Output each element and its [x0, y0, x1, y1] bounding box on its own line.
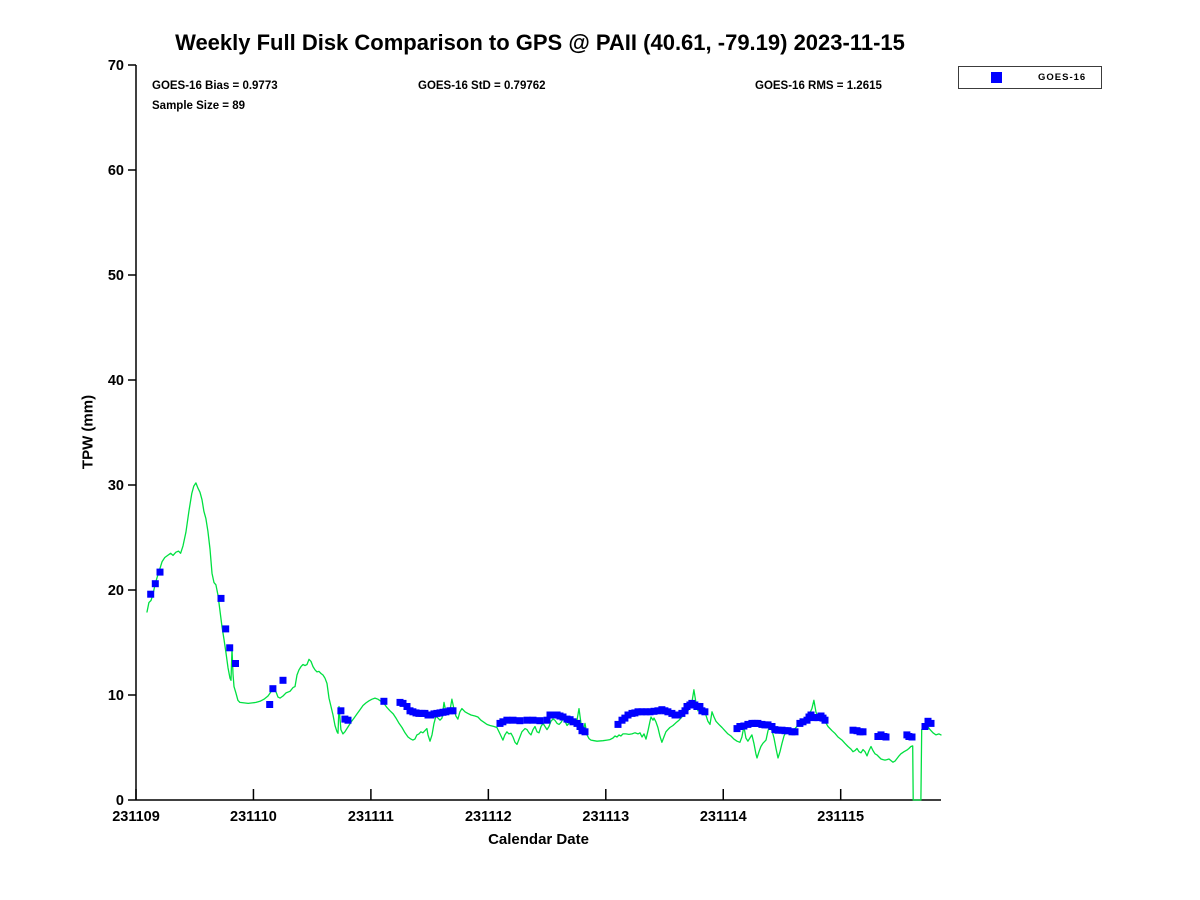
- goes16-marker: [529, 716, 537, 724]
- y-tick-label: 50: [108, 268, 124, 284]
- goes16-marker: [509, 716, 517, 724]
- y-tick-label: 30: [108, 478, 124, 494]
- gps-line: [146, 482, 942, 801]
- goes16-marker: [810, 714, 818, 722]
- goes16-marker: [701, 708, 709, 716]
- goes16-marker: [499, 718, 507, 726]
- goes16-marker: [581, 728, 589, 736]
- goes16-marker: [232, 660, 239, 667]
- goes16-marker: [523, 716, 531, 724]
- goes16-marker: [543, 716, 551, 724]
- y-tick-label: 20: [108, 583, 124, 599]
- goes16-marker-swatch-icon: [991, 72, 1002, 83]
- goes16-marker: [634, 708, 642, 716]
- goes16-marker: [821, 716, 829, 724]
- goes16-marker: [784, 727, 792, 735]
- goes16-marker: [569, 718, 577, 726]
- y-axis-ticks: 0 10 20 30 40 50 60 70: [108, 58, 136, 809]
- goes16-marker: [799, 718, 807, 726]
- goes16-marker: [654, 707, 662, 715]
- goes16-marker: [754, 719, 762, 727]
- goes16-marker: [399, 699, 407, 707]
- goes16-marker: [147, 590, 155, 598]
- goes16-marker: [696, 703, 704, 710]
- goes16-marker: [921, 723, 929, 730]
- goes16-marker: [344, 716, 352, 724]
- goes16-marker: [266, 701, 274, 708]
- goes16-marker: [774, 726, 782, 734]
- goes16-marker: [882, 733, 890, 741]
- goes16-marker: [516, 717, 524, 725]
- goes16-marker: [226, 644, 234, 652]
- goes16-marker: [624, 711, 632, 719]
- x-tick-label: 231114: [700, 809, 747, 825]
- goes16-marker: [646, 708, 654, 716]
- goes16-marker: [549, 711, 557, 719]
- goes16-marker: [908, 733, 916, 741]
- x-tick-label: 231109: [112, 809, 160, 825]
- goes16-marker: [650, 707, 658, 715]
- goes16-marker: [503, 716, 511, 724]
- goes16-marker: [449, 707, 457, 715]
- goes16-marker: [279, 676, 287, 684]
- goes16-marker: [927, 719, 935, 727]
- stat-sample-size: Sample Size = 89: [152, 100, 246, 112]
- goes16-marker: [337, 707, 345, 715]
- chart-title: Weekly Full Disk Comparison to GPS @ PAI…: [175, 30, 905, 55]
- goes16-marker: [269, 685, 277, 693]
- goes16-marker: [744, 720, 752, 728]
- goes16-marker: [674, 711, 682, 719]
- goes16-marker: [442, 708, 450, 716]
- goes16-marker: [403, 703, 411, 710]
- x-tick-label: 231110: [230, 809, 277, 825]
- goes16-marker: [664, 708, 672, 716]
- goes16-marker: [642, 708, 650, 716]
- stat-bias: GOES-16 Bias = 0.9773: [152, 80, 278, 92]
- legend-entry-goes16: GOES-16: [1038, 72, 1087, 83]
- goes16-marker: [559, 713, 567, 721]
- y-tick-label: 10: [108, 688, 124, 704]
- goes16-marker: [764, 721, 772, 729]
- goes16-marker: [151, 580, 159, 588]
- goes16-marker: [576, 723, 584, 730]
- goes16-markers: [147, 568, 935, 741]
- x-tick-label: 231113: [582, 809, 629, 825]
- goes16-marker: [222, 625, 230, 633]
- x-tick-label: 231115: [817, 809, 864, 825]
- y-tick-label: 70: [108, 58, 124, 74]
- goes16-marker: [156, 568, 164, 576]
- x-axis-label: Calendar Date: [488, 831, 589, 848]
- x-tick-label: 231112: [465, 809, 512, 825]
- goes16-marker: [859, 728, 867, 736]
- goes16-marker: [217, 594, 225, 602]
- goes16-marker: [736, 723, 744, 730]
- goes16-marker: [740, 722, 748, 730]
- goes16-marker: [849, 726, 857, 734]
- x-tick-label: 231111: [348, 809, 394, 825]
- goes16-marker: [380, 697, 388, 705]
- y-tick-label: 0: [116, 793, 124, 809]
- goes16-marker: [681, 707, 689, 715]
- y-tick-label: 60: [108, 163, 124, 179]
- stat-std: GOES-16 StD = 0.79762: [418, 80, 546, 92]
- goes16-marker: [638, 708, 646, 716]
- axes: [135, 65, 941, 801]
- goes16-marker: [614, 720, 622, 728]
- legend: GOES-16: [958, 66, 1102, 89]
- stat-rms: GOES-16 RMS = 1.2615: [755, 80, 882, 92]
- x-axis-ticks: 231109 231110 231111 231112 231113 231114 2311…: [112, 789, 864, 825]
- goes16-marker: [536, 717, 544, 725]
- y-tick-label: 40: [108, 373, 124, 389]
- y-axis-label: TPW (mm): [79, 394, 97, 470]
- goes16-marker: [791, 728, 799, 736]
